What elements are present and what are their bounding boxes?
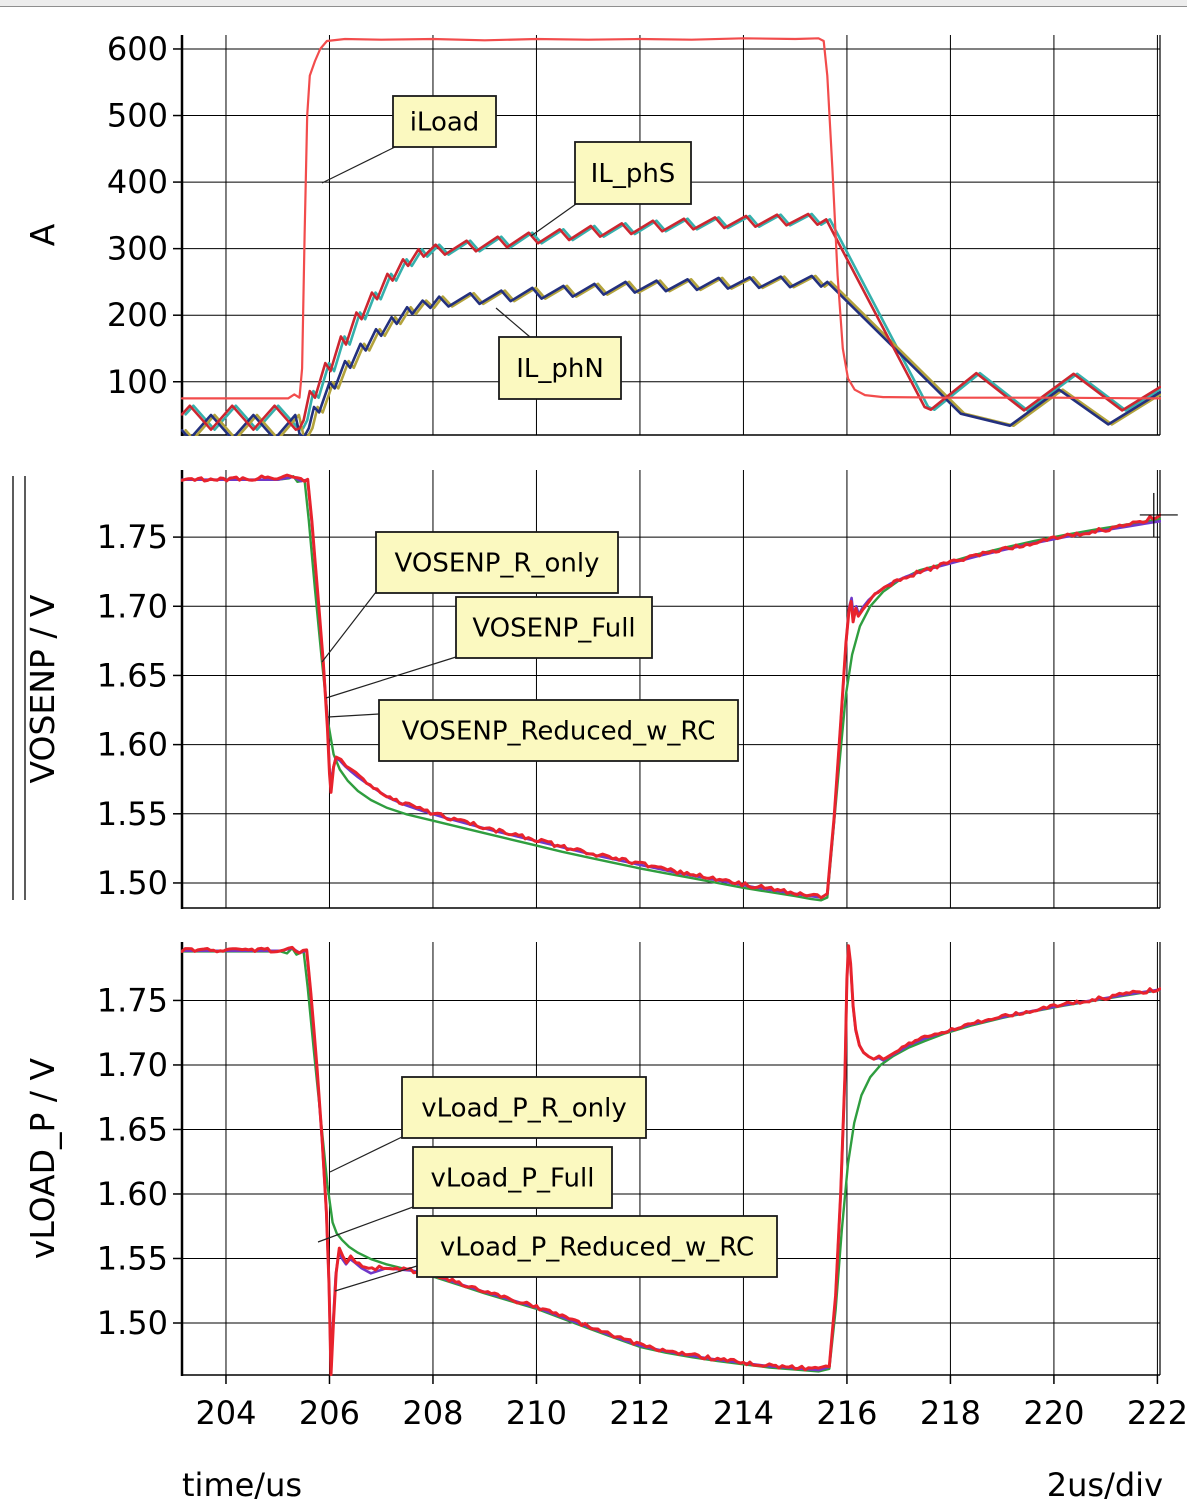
trace-VOSENP_R_only[interactable]: [181, 475, 1161, 902]
trace-iLoad[interactable]: [181, 37, 1161, 400]
x-scale-label: 2us/div: [1046, 1466, 1163, 1504]
y-axis-title: vLOAD_P / V: [23, 1057, 62, 1259]
x-tick-label: 212: [609, 1394, 670, 1432]
y-tick-label: 1.60: [97, 726, 168, 764]
annotation-label: IL_phS: [591, 159, 676, 189]
panel-vload_p: 1.50 1.55 1.60 1.65 1.70 1.75 vLOAD_P / V 204 20…: [23, 942, 1187, 1432]
panel-vosenp: 1.50 1.55 1.60 1.65 1.70 1.75 VOSENP / V VOSENP…: [12, 470, 1178, 909]
annotation-leader-line: [329, 1136, 403, 1173]
traces-vload_p: [181, 944, 1161, 1376]
x-axis-label: time/us: [182, 1466, 303, 1504]
x-tick-label: 204: [195, 1394, 256, 1432]
y-axis-title: VOSENP / V: [23, 594, 62, 783]
annotation-label: IL_phN: [516, 354, 604, 384]
annotation-label: VOSENP_Reduced_w_RC: [402, 717, 716, 747]
traces-vosenp: [181, 473, 1161, 902]
trace-VOSENP_Full[interactable]: [181, 475, 1161, 899]
annotation-label: vLoad_P_Reduced_w_RC: [440, 1233, 754, 1263]
window-toolbar-edge: [0, 0, 1187, 7]
annotation-leader-line: [321, 591, 377, 663]
x-tick-label: 218: [920, 1394, 981, 1432]
y-axis-title: A: [23, 223, 62, 246]
x-tick-label: 216: [816, 1394, 877, 1432]
annotation-leader-line: [327, 713, 380, 718]
y-tick-label: 1.60: [97, 1175, 168, 1213]
x-tick-label: 214: [713, 1394, 774, 1432]
annotation-box[interactable]: [392, 95, 497, 148]
y-tick-label: 300: [107, 230, 168, 268]
y-tick-label: 1.65: [97, 1110, 168, 1148]
x-tick-label: 222: [1127, 1394, 1187, 1432]
trace-vLoad_P_Reduced_w_RC[interactable]: [181, 944, 1161, 1376]
y-tick-label: 600: [107, 30, 168, 68]
annotation-label: VOSENP_R_only: [395, 549, 600, 579]
y-tick-label: 1.65: [97, 656, 168, 694]
annotation-leader-line: [317, 1206, 414, 1243]
y-tick-label: 200: [107, 296, 168, 334]
y-tick-label: 1.50: [97, 864, 168, 902]
annotation-box[interactable]: [416, 1215, 778, 1278]
annotation-label: vLoad_P_R_only: [421, 1094, 627, 1124]
annotation-leader-line: [530, 203, 577, 237]
y-tick-label: 500: [107, 97, 168, 135]
y-tick-label: 1.70: [97, 587, 168, 625]
annotation-label: iLoad: [410, 108, 480, 138]
y-tick-label: 1.50: [97, 1304, 168, 1342]
trace-IL_phS[interactable]: [181, 212, 1161, 431]
annotation-box[interactable]: [378, 699, 739, 762]
annotation-box[interactable]: [401, 1076, 647, 1139]
annotation-box[interactable]: [455, 596, 653, 659]
annotation-label: vLoad_P_Full: [431, 1164, 595, 1194]
annotation-box[interactable]: [574, 141, 692, 205]
trace-IL_phN_alt[interactable]: [184, 274, 1164, 439]
y-tick-label: 400: [107, 163, 168, 201]
y-tick-label: 1.75: [97, 518, 168, 556]
y-tick-label: 1.70: [97, 1046, 168, 1084]
annotation-box[interactable]: [375, 531, 619, 594]
y-tick-label: 1.55: [97, 795, 168, 833]
annotation-box[interactable]: [498, 336, 622, 400]
x-tick-label: 208: [402, 1394, 463, 1432]
annotation-leader-line: [495, 307, 531, 338]
trace-IL_phN[interactable]: [181, 274, 1161, 439]
annotation-leader-line: [325, 656, 457, 699]
annotation-leader-line: [334, 1265, 418, 1292]
x-tick-label: 220: [1023, 1394, 1084, 1432]
annotation-box[interactable]: [412, 1146, 613, 1209]
y-tick-label: 1.75: [97, 981, 168, 1019]
traces-currents: [181, 37, 1164, 439]
annotation-label: VOSENP_Full: [472, 614, 635, 644]
y-tick-label: 100: [107, 363, 168, 401]
x-tick-label: 210: [506, 1394, 567, 1432]
x-tick-label: 206: [299, 1394, 360, 1432]
annotation-leader-line: [321, 145, 398, 184]
trace-VOSENP_Reduced_w_RC[interactable]: [181, 473, 1161, 900]
y-tick-label: 1.55: [97, 1239, 168, 1277]
